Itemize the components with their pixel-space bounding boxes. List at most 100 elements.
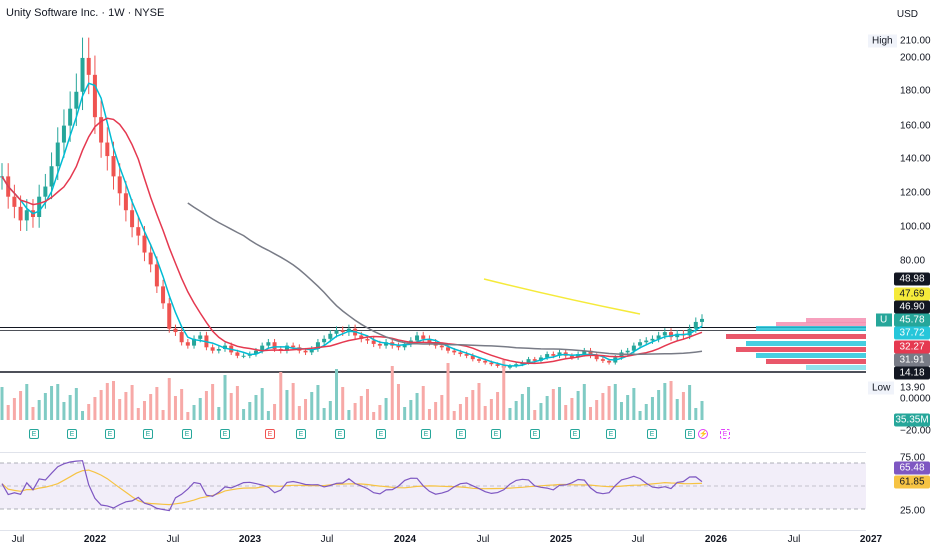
volume-bar	[514, 401, 518, 420]
volume-profile-bar	[736, 347, 866, 352]
earnings-marker[interactable]: E	[265, 429, 275, 439]
volume-bar	[124, 392, 128, 420]
earnings-marker[interactable]: E	[220, 429, 230, 439]
candle-body	[315, 342, 320, 349]
candle-body	[377, 343, 382, 346]
low-value: 13.90	[900, 382, 926, 394]
candle-body	[80, 57, 85, 92]
price-tick: 160.00	[900, 120, 931, 132]
candle-body	[340, 330, 345, 333]
volume-bar	[19, 391, 23, 420]
yellow-trend-line	[483, 278, 641, 315]
time-label: Jul	[631, 534, 645, 545]
volume-bar	[198, 398, 202, 420]
earnings-marker[interactable]: E	[67, 429, 77, 439]
volume-bar	[502, 360, 506, 420]
earnings-marker[interactable]: E	[685, 429, 695, 439]
candle-body	[123, 193, 128, 211]
volume-bar	[390, 366, 394, 420]
earnings-marker[interactable]: E	[376, 429, 386, 439]
candle-body	[384, 342, 389, 346]
volume-profile-bar	[806, 318, 866, 323]
candle-body	[495, 364, 500, 366]
candle-body	[37, 196, 42, 217]
candle-body	[173, 328, 178, 333]
earnings-marker[interactable]: E	[491, 429, 501, 439]
time-label: 2027	[859, 534, 883, 545]
candle-body	[662, 332, 667, 336]
volume-bar	[285, 390, 289, 420]
volume-bar	[539, 403, 543, 420]
volume-bar	[155, 387, 159, 420]
candle-body	[551, 354, 556, 356]
candle-body	[185, 342, 190, 346]
earnings-marker[interactable]: E	[29, 429, 39, 439]
candle-body	[402, 343, 407, 348]
currency-label[interactable]: USD	[896, 9, 918, 20]
volume-bar	[465, 397, 469, 420]
candle-body	[446, 347, 451, 351]
candle-body	[476, 359, 481, 361]
earnings-marker[interactable]: E	[456, 429, 466, 439]
volume-bar	[273, 404, 277, 420]
volume-bar	[595, 400, 599, 420]
volume-bar	[235, 386, 239, 420]
candle-body	[18, 206, 23, 221]
time-label: Jul	[476, 534, 490, 545]
upcoming-earnings-marker[interactable]: E	[720, 429, 730, 439]
candle-body	[303, 350, 308, 353]
volume-bar	[520, 394, 524, 420]
candle-body	[68, 108, 73, 126]
volume-bar	[142, 401, 146, 420]
time-label: Jul	[320, 534, 334, 545]
volume-bar	[396, 384, 400, 420]
candle-body	[12, 196, 17, 207]
symbol-title[interactable]: Unity Software Inc. · 1W · NYSE	[6, 7, 165, 19]
time-axis	[0, 530, 866, 551]
volume-bar	[304, 399, 308, 420]
earnings-marker[interactable]: E	[105, 429, 115, 439]
candle-body	[675, 333, 680, 338]
earnings-marker[interactable]: E	[182, 429, 192, 439]
time-label: 2022	[83, 534, 107, 545]
candle-body	[136, 227, 141, 236]
ma-long-line	[187, 202, 703, 356]
candle-body	[600, 359, 605, 361]
earnings-marker[interactable]: E	[530, 429, 540, 439]
volume-bar	[452, 411, 456, 420]
volume-bar	[483, 406, 487, 420]
candle-body	[607, 360, 612, 363]
earnings-marker[interactable]: E	[606, 429, 616, 439]
candle-body	[656, 335, 661, 339]
earnings-marker[interactable]: E	[143, 429, 153, 439]
volume-bar	[558, 387, 562, 420]
volume-bar	[632, 388, 636, 420]
volume-bar	[551, 389, 555, 420]
volume-bar	[601, 393, 605, 420]
volume-bar	[81, 411, 85, 420]
candle-body	[49, 166, 54, 187]
earnings-marker[interactable]: E	[421, 429, 431, 439]
volume-bar	[192, 405, 196, 420]
dividend-lightning-icon[interactable]: ⚡	[698, 429, 708, 439]
candle-body	[545, 354, 550, 358]
earnings-marker[interactable]: E	[647, 429, 657, 439]
high-label: High	[868, 34, 897, 48]
candle-body	[192, 338, 197, 346]
candle-body	[669, 332, 674, 338]
candle-body	[148, 252, 153, 265]
volume-profile-bar	[806, 365, 866, 370]
rsi-pane	[0, 452, 866, 531]
earnings-marker[interactable]: E	[296, 429, 306, 439]
volume-bar	[359, 396, 363, 420]
volume-bar	[6, 405, 10, 420]
candle-body	[625, 350, 630, 353]
volume-bar	[347, 410, 351, 420]
earnings-marker[interactable]: E	[335, 429, 345, 439]
volume-bar	[328, 401, 332, 420]
volume-bar	[167, 378, 171, 420]
volume-bar	[260, 388, 264, 420]
volume-tag: 35.35M	[894, 413, 930, 427]
earnings-marker[interactable]: E	[570, 429, 580, 439]
